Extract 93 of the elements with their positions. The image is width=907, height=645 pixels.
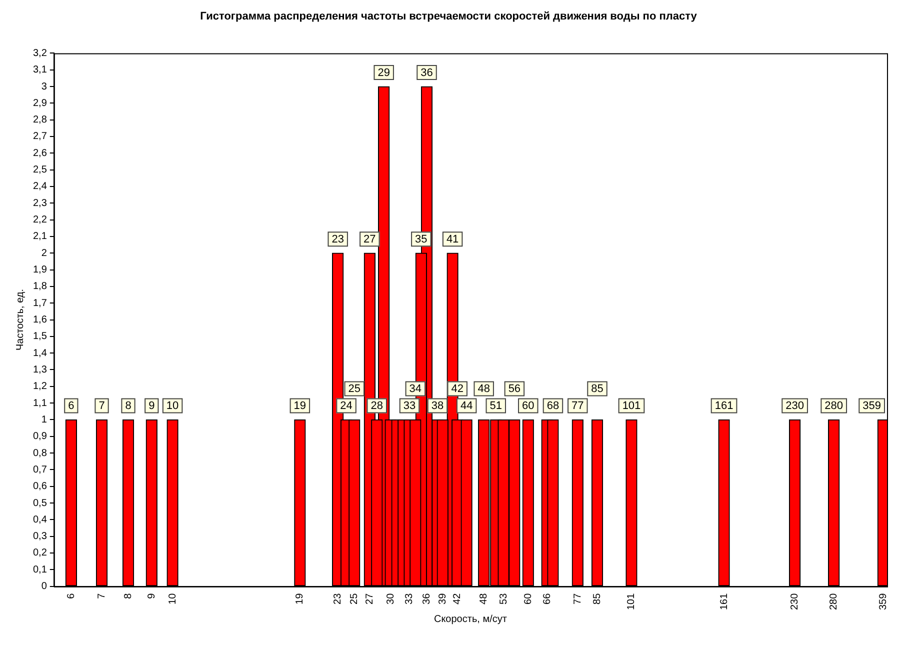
annotation: 23: [332, 234, 344, 246]
annotation: 9: [148, 400, 155, 412]
y-tick-label: 2: [41, 248, 48, 259]
y-tick-label: 0,2: [32, 548, 48, 559]
y-tick-label: 0,3: [32, 531, 48, 542]
annotation: 48: [478, 383, 490, 396]
x-tick-label: 66: [542, 592, 553, 604]
y-tick-label: 2,5: [32, 164, 48, 176]
y-tick-label: 3,2: [32, 48, 48, 59]
y-tick-label: 0: [41, 581, 48, 592]
annotation: 359: [862, 400, 882, 412]
y-tick-label: 2,2: [32, 214, 48, 226]
x-tick-label: 53: [498, 592, 510, 604]
y-tick-label: 1,4: [32, 348, 48, 359]
x-tick-label: 39: [437, 592, 448, 604]
y-tick-label: 3,1: [32, 64, 48, 76]
y-tick-label: 0,5: [32, 498, 48, 509]
y-tick-label: 1,3: [32, 364, 48, 376]
annotation: 35: [415, 234, 428, 246]
x-tick-label: 60: [522, 592, 534, 604]
annotation: 230: [786, 400, 804, 412]
annotation: 27: [364, 234, 376, 246]
annotation: 33: [403, 400, 416, 412]
x-tick-label: 230: [790, 592, 801, 610]
x-tick-label: 42: [452, 592, 464, 604]
y-tick-label: 0,6: [32, 481, 48, 492]
x-tick-label: 359: [878, 592, 889, 610]
chart-title: Гистограмма распределения частоты встречаемости скоростей движения воды по пласту: [200, 10, 698, 23]
annotation: 25: [348, 383, 361, 396]
x-tick-label: 7: [96, 592, 108, 599]
x-tick-label: 27: [364, 592, 376, 604]
annotation: 6: [68, 400, 74, 412]
annotation: 161: [714, 400, 734, 412]
y-tick-label: 2,3: [32, 198, 48, 209]
y-tick-label: 0,9: [32, 431, 48, 442]
annotation: 38: [431, 400, 444, 412]
y-axis-title: Частость, ед.: [14, 288, 26, 351]
annotation: 24: [340, 400, 352, 412]
x-tick-label: 101: [626, 592, 638, 610]
annotation: 44: [460, 400, 473, 412]
y-tick-label: 2,6: [32, 148, 48, 159]
x-tick-label: 85: [592, 592, 604, 604]
x-tick-label: 9: [146, 592, 158, 599]
y-tick-label: 1,8: [32, 281, 48, 292]
y-tick-label: 1: [41, 414, 48, 426]
y-tick-label: 2,8: [32, 114, 48, 126]
annotation: 19: [294, 400, 306, 412]
y-tick-label: 1,9: [32, 264, 48, 276]
x-tick-label: 23: [332, 592, 344, 604]
x-tick-label: 8: [123, 592, 134, 599]
annotation: 42: [451, 383, 464, 396]
x-tick-label: 33: [404, 592, 416, 604]
annotation: 8: [125, 400, 132, 412]
annotation: 280: [824, 400, 844, 412]
y-tick-label: 2,9: [32, 98, 48, 109]
x-tick-label: 6: [66, 592, 77, 599]
y-tick-label: 1,7: [32, 298, 48, 309]
annotation: 51: [490, 400, 502, 412]
y-tick-label: 1,6: [32, 314, 48, 326]
y-tick-label: 1,2: [32, 381, 48, 392]
x-tick-label: 36: [422, 592, 433, 604]
x-tick-label: 77: [572, 592, 584, 604]
annotation: 10: [166, 400, 179, 412]
y-tick-label: 0,7: [32, 464, 48, 476]
x-tick-label: 30: [385, 592, 396, 604]
y-tick-label: 0,4: [32, 514, 48, 526]
y-tick-label: 3: [41, 81, 48, 92]
x-axis-title: Скорость, м/сут: [434, 614, 508, 625]
annotation: 68: [546, 400, 560, 412]
x-tick-label: 161: [718, 592, 730, 610]
y-tick-label: 1,5: [32, 331, 48, 342]
annotation: 29: [378, 67, 390, 80]
x-tick-label: 19: [294, 592, 306, 604]
annotation: 41: [446, 234, 459, 246]
annotation: 7: [98, 400, 105, 412]
annotation: 56: [508, 383, 521, 396]
x-tick-label: 48: [478, 592, 490, 604]
x-tick-label: 25: [349, 592, 360, 604]
x-tick-label: 280: [828, 592, 840, 610]
y-tick-label: 2,7: [32, 131, 48, 142]
annotation: 101: [622, 400, 641, 412]
annotation: 77: [572, 400, 584, 412]
y-tick-label: 1,1: [32, 398, 48, 409]
annotation: 60: [522, 400, 534, 412]
annotation: 85: [591, 383, 604, 396]
annotation: 28: [370, 400, 384, 412]
y-tick-label: 2,1: [32, 231, 48, 242]
annotation: 36: [420, 67, 433, 80]
y-tick-label: 0,1: [32, 564, 48, 576]
y-tick-label: 2,4: [32, 181, 48, 192]
x-tick-label: 10: [167, 592, 178, 604]
annotation: 34: [409, 383, 422, 396]
y-tick-label: 0,8: [32, 448, 48, 459]
